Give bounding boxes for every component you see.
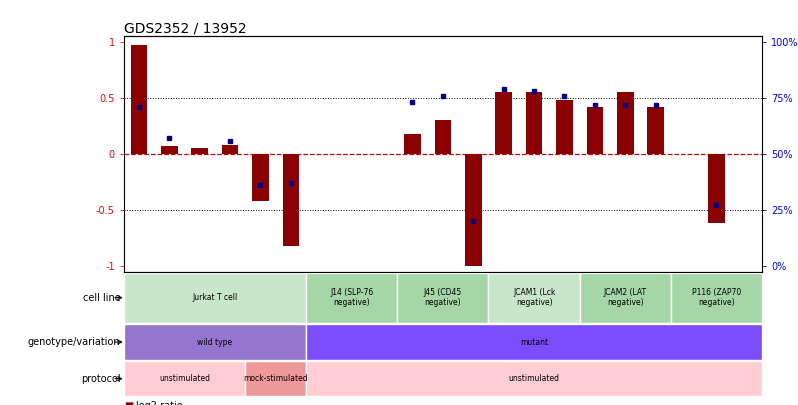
Text: ■: ■ (124, 401, 133, 405)
FancyBboxPatch shape (397, 273, 488, 323)
FancyBboxPatch shape (124, 361, 245, 396)
Text: JCAM1 (Lck
negative): JCAM1 (Lck negative) (513, 288, 555, 307)
Bar (161, 146, 178, 154)
Text: mock-stimulated: mock-stimulated (243, 374, 308, 383)
Bar (617, 92, 634, 154)
Text: Jurkat T cell: Jurkat T cell (192, 293, 238, 302)
Text: mutant: mutant (520, 337, 548, 347)
Text: unstimulated: unstimulated (159, 374, 210, 383)
Bar (435, 120, 451, 154)
FancyBboxPatch shape (488, 273, 579, 323)
Text: J14 (SLP-76
negative): J14 (SLP-76 negative) (330, 288, 373, 307)
Bar (404, 134, 421, 154)
Bar (131, 45, 148, 154)
FancyBboxPatch shape (124, 273, 306, 323)
Bar (526, 92, 543, 154)
Text: protocol: protocol (81, 374, 120, 384)
Bar (496, 92, 512, 154)
FancyBboxPatch shape (306, 273, 397, 323)
Text: GDS2352 / 13952: GDS2352 / 13952 (124, 21, 247, 35)
Bar (556, 100, 573, 154)
FancyBboxPatch shape (306, 361, 762, 396)
Bar (282, 154, 299, 246)
FancyBboxPatch shape (306, 324, 762, 360)
Bar (647, 107, 664, 154)
Text: cell line: cell line (83, 293, 120, 303)
Text: JCAM2 (LAT
negative): JCAM2 (LAT negative) (604, 288, 647, 307)
FancyBboxPatch shape (245, 361, 306, 396)
Text: J45 (CD45
negative): J45 (CD45 negative) (424, 288, 462, 307)
Bar (192, 148, 208, 154)
FancyBboxPatch shape (671, 273, 762, 323)
Bar (465, 154, 482, 266)
Text: wild type: wild type (197, 337, 232, 347)
Text: genotype/variation: genotype/variation (28, 337, 120, 347)
FancyBboxPatch shape (579, 273, 671, 323)
Bar (222, 145, 239, 154)
Bar (587, 107, 603, 154)
Bar (708, 154, 725, 224)
FancyBboxPatch shape (124, 324, 306, 360)
Bar (252, 154, 269, 201)
Text: unstimulated: unstimulated (508, 374, 559, 383)
Text: P116 (ZAP70
negative): P116 (ZAP70 negative) (692, 288, 741, 307)
Text: log2 ratio: log2 ratio (136, 401, 182, 405)
